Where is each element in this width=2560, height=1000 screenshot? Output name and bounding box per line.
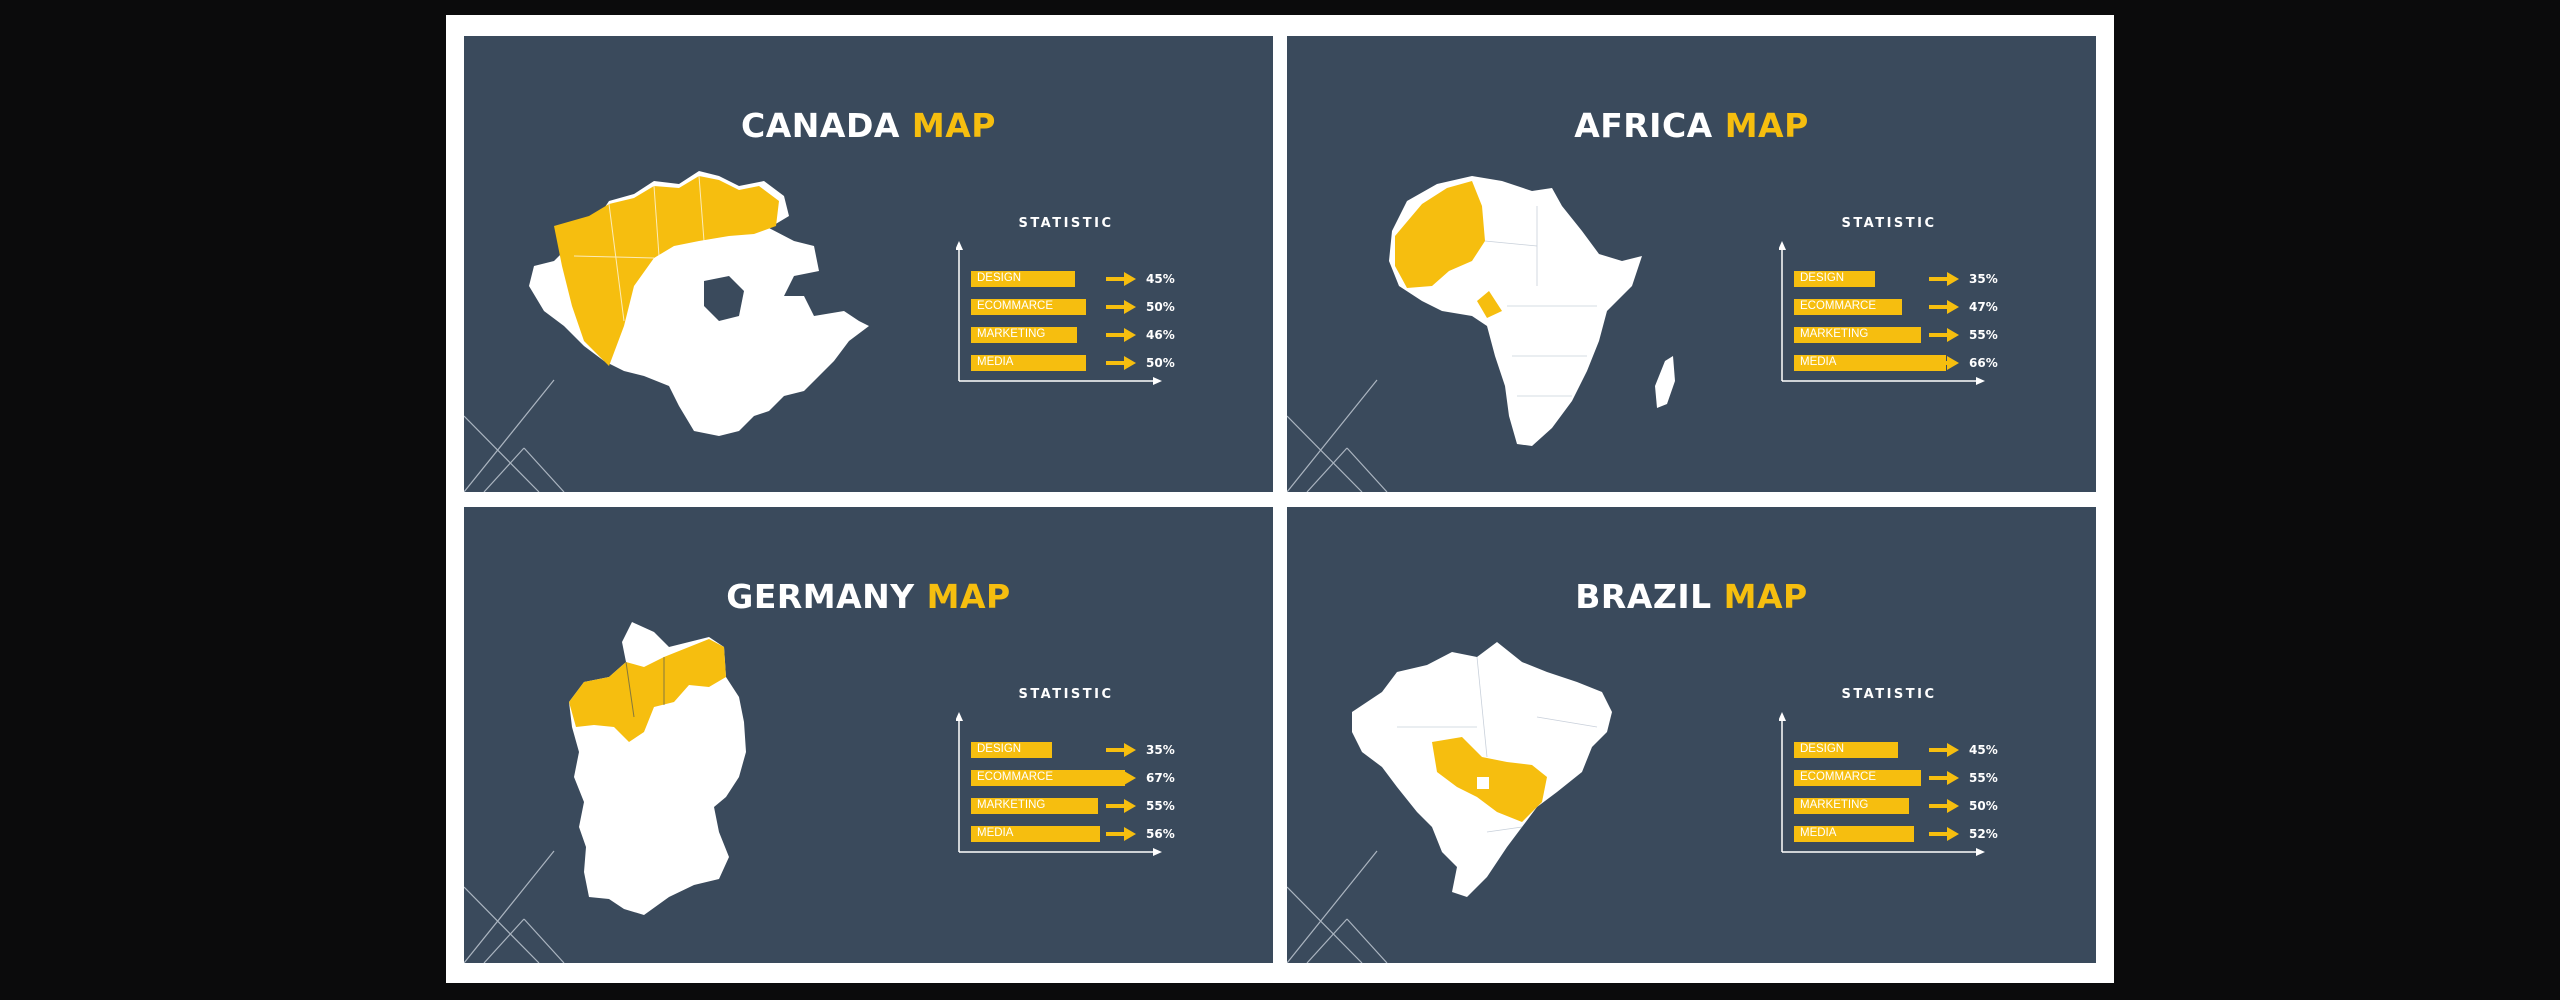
arrow-right-icon <box>1929 771 1959 785</box>
stat-bar: MARKETING <box>971 798 1098 814</box>
stat-value: 67% <box>1146 771 1175 785</box>
stat-bar: ECOMMARCE <box>971 770 1125 786</box>
stat-bar-label: MARKETING <box>1800 799 1869 811</box>
slide-sheet: CANADA MAP STATISTIC DESIGN 45% ECOMMARCE 5… <box>446 15 2114 983</box>
stat-bar: ECOMMARCE <box>1794 770 1921 786</box>
stat-value: 55% <box>1146 799 1175 813</box>
statistic-heading: STATISTIC <box>1841 687 1937 702</box>
stat-value: 45% <box>1969 743 1998 757</box>
slide-title: AFRICA MAP <box>1574 106 1809 145</box>
arrow-right-icon <box>1929 827 1959 841</box>
stat-bar: MEDIA <box>1794 355 1946 371</box>
stat-bar-label: ECOMMARCE <box>977 300 1054 312</box>
stat-value: 50% <box>1146 300 1175 314</box>
stat-bar: MARKETING <box>1794 327 1921 343</box>
stat-value: 46% <box>1146 328 1175 342</box>
stat-bar-label: MARKETING <box>977 799 1046 811</box>
stat-value: 55% <box>1969 328 1998 342</box>
stat-value: 55% <box>1969 771 1998 785</box>
stat-bar-label: ECOMMARCE <box>1800 771 1877 783</box>
stat-value: 35% <box>1146 743 1175 757</box>
arrow-right-icon <box>1929 272 1959 286</box>
stat-bar-label: MEDIA <box>1800 827 1837 839</box>
arrow-right-icon <box>1106 799 1136 813</box>
canada-map-icon <box>529 171 869 436</box>
arrow-right-icon <box>1106 771 1136 785</box>
stat-bar: DESIGN <box>1794 271 1875 287</box>
statistic-heading: STATISTIC <box>1018 216 1114 231</box>
statistic-heading: STATISTIC <box>1018 687 1114 702</box>
slide-title: CANADA MAP <box>741 106 996 145</box>
statistic-chart: STATISTIC DESIGN 45% ECOMMARCE 55% MARKETING… <box>1779 642 2049 862</box>
statistic-chart: STATISTIC DESIGN 35% ECOMMARCE 67% MARKETING… <box>956 642 1226 862</box>
africa-map-icon <box>1389 176 1675 446</box>
stat-bar: MEDIA <box>971 826 1100 842</box>
stat-value: 35% <box>1969 272 1998 286</box>
stat-bar-label: DESIGN <box>1800 272 1845 284</box>
stat-bar-label: MEDIA <box>1800 356 1837 368</box>
stat-bar-label: MARKETING <box>1800 328 1869 340</box>
stat-bar-label: ECOMMARCE <box>977 771 1054 783</box>
stat-bar-label: ECOMMARCE <box>1800 300 1877 312</box>
arrow-right-icon <box>1929 743 1959 757</box>
stat-bar-label: MARKETING <box>977 328 1046 340</box>
stat-value: 45% <box>1146 272 1175 286</box>
arrow-right-icon <box>1106 356 1136 370</box>
arrow-right-icon <box>1929 300 1959 314</box>
stat-value: 56% <box>1146 827 1175 841</box>
brazil-map-icon <box>1352 642 1612 897</box>
stat-bar: MEDIA <box>971 355 1086 371</box>
stat-bar: MARKETING <box>1794 798 1909 814</box>
statistic-heading: STATISTIC <box>1841 216 1937 231</box>
stat-bar: MEDIA <box>1794 826 1914 842</box>
stat-bar: DESIGN <box>971 742 1052 758</box>
stat-value: 47% <box>1969 300 1998 314</box>
arrow-right-icon <box>1929 328 1959 342</box>
stat-value: 50% <box>1146 356 1175 370</box>
arrow-right-icon <box>1106 272 1136 286</box>
slide-germany[interactable]: GERMANY MAP STATISTIC DESIGN 35% ECOMMARCE… <box>464 507 1273 963</box>
stat-bar: DESIGN <box>1794 742 1898 758</box>
stat-value: 50% <box>1969 799 1998 813</box>
stat-bar: ECOMMARCE <box>1794 299 1902 315</box>
chart-axes <box>1779 241 1985 385</box>
stat-bar-label: DESIGN <box>977 272 1022 284</box>
slide-title: BRAZIL MAP <box>1575 577 1808 616</box>
stat-value: 52% <box>1969 827 1998 841</box>
stat-value: 66% <box>1969 356 1998 370</box>
slide-brazil[interactable]: BRAZIL MAP STATISTIC DESIGN 45% ECOMMARCE 5… <box>1287 507 2096 963</box>
arrow-right-icon <box>1929 356 1959 370</box>
germany-map-icon <box>569 622 746 915</box>
stat-bar-label: DESIGN <box>1800 743 1845 755</box>
slide-title: GERMANY MAP <box>726 577 1011 616</box>
slide-africa[interactable]: AFRICA MAP STATISTIC DESIGN 35% ECOMMARCE 4… <box>1287 36 2096 492</box>
arrow-right-icon <box>1106 743 1136 757</box>
chart-axes <box>956 712 1162 856</box>
arrow-right-icon <box>1106 827 1136 841</box>
stat-bar: DESIGN <box>971 271 1075 287</box>
arrow-right-icon <box>1106 328 1136 342</box>
arrow-right-icon <box>1929 799 1959 813</box>
stat-bar-label: DESIGN <box>977 743 1022 755</box>
stat-bar: ECOMMARCE <box>971 299 1086 315</box>
statistic-chart: STATISTIC DESIGN 45% ECOMMARCE 50% MARKETING… <box>956 171 1226 391</box>
stat-bar: MARKETING <box>971 327 1077 343</box>
stat-bar-label: MEDIA <box>977 827 1014 839</box>
chart-axes <box>956 241 1162 385</box>
chart-axes <box>1779 712 1985 856</box>
stat-bar-label: MEDIA <box>977 356 1014 368</box>
slide-canada[interactable]: CANADA MAP STATISTIC DESIGN 45% ECOMMARCE 5… <box>464 36 1273 492</box>
statistic-chart: STATISTIC DESIGN 35% ECOMMARCE 47% MARKETING… <box>1779 171 2049 391</box>
arrow-right-icon <box>1106 300 1136 314</box>
